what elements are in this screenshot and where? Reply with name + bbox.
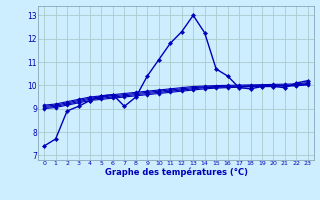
X-axis label: Graphe des températures (°C): Graphe des températures (°C) [105, 168, 247, 177]
